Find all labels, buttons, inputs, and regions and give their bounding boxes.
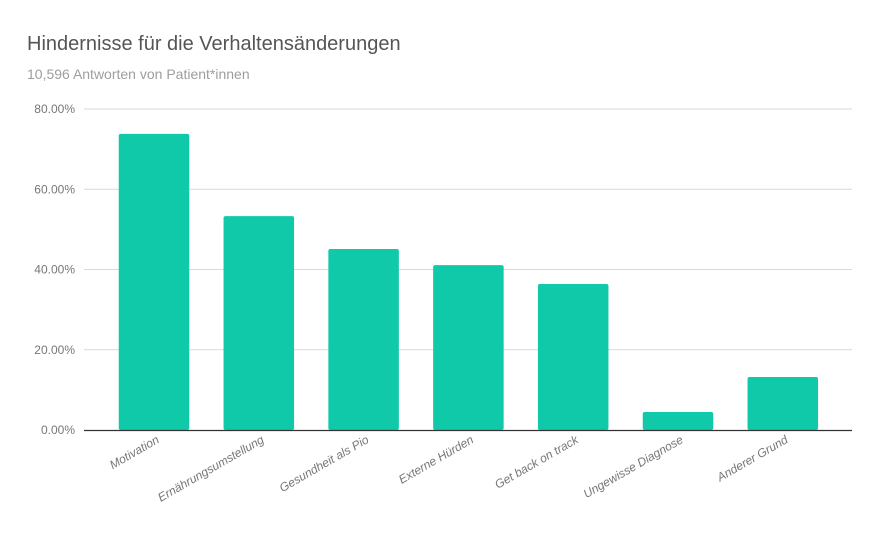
x-tick-label: Motivation bbox=[107, 432, 162, 472]
y-tick-label: 80.00% bbox=[34, 102, 75, 116]
x-tick-label: Anderer Grund bbox=[714, 432, 791, 484]
chart-subtitle: 10,596 Antworten von Patient*innen bbox=[27, 66, 250, 82]
bar bbox=[118, 133, 190, 430]
y-tick-label: 60.00% bbox=[34, 182, 75, 196]
chart-title: Hindernisse für die Verhaltensänderungen bbox=[27, 33, 401, 55]
bar bbox=[433, 265, 504, 430]
bar bbox=[747, 377, 819, 430]
x-tick-label: Ernährungsumstellung bbox=[155, 432, 266, 504]
y-tick-label: 40.00% bbox=[34, 263, 75, 277]
bar bbox=[328, 249, 399, 430]
y-tick-label: 20.00% bbox=[34, 343, 75, 357]
bar bbox=[223, 216, 295, 430]
bar bbox=[642, 411, 714, 430]
x-tick-label: Gesundheit als Pio bbox=[277, 432, 372, 495]
x-tick-label: Get back on track bbox=[492, 432, 581, 492]
x-tick-label: Externe Hürden bbox=[396, 432, 476, 486]
x-tick-label: Ungewisse Diagnose bbox=[581, 432, 686, 501]
bar bbox=[537, 283, 609, 430]
y-tick-label: 0.00% bbox=[41, 423, 75, 437]
